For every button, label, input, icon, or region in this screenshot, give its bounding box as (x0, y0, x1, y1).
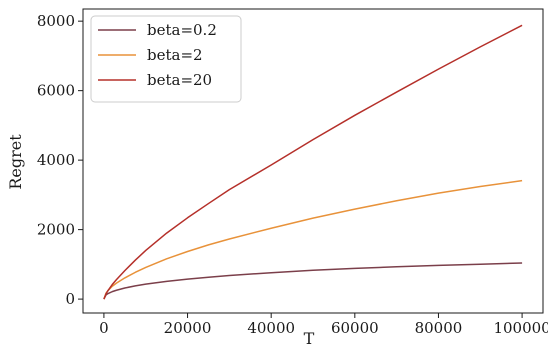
legend-label-0: beta=0.2 (147, 21, 217, 39)
x-axis-ticks: 0 20000 40000 60000 80000 100000 (99, 313, 548, 337)
x-tick-label: 40000 (247, 319, 295, 337)
y-tick-label: 6000 (37, 82, 75, 100)
y-tick-label: 0 (65, 290, 75, 308)
series-line-1 (103, 179, 523, 300)
legend-label-2: beta=20 (147, 71, 212, 89)
series-line-2 (103, 24, 523, 300)
x-tick-label: 0 (99, 319, 109, 337)
legend-label-1: beta=2 (147, 46, 203, 64)
legend: beta=0.2 beta=2 beta=20 (90, 15, 242, 103)
y-tick-label: 2000 (37, 221, 75, 239)
y-axis-label: Regret (6, 134, 25, 190)
series-line-0 (103, 262, 523, 300)
x-axis-label: T (304, 329, 315, 348)
series-lines (103, 24, 523, 300)
x-tick-label: 20000 (164, 319, 212, 337)
y-tick-label: 8000 (37, 12, 75, 30)
x-tick-label: 80000 (415, 319, 463, 337)
y-tick-label: 4000 (37, 151, 75, 169)
y-axis-ticks: 0 2000 4000 6000 8000 (37, 12, 83, 308)
plot-frame (82, 8, 544, 314)
x-tick-label: 100000 (493, 319, 548, 337)
x-tick-label: 60000 (331, 319, 379, 337)
